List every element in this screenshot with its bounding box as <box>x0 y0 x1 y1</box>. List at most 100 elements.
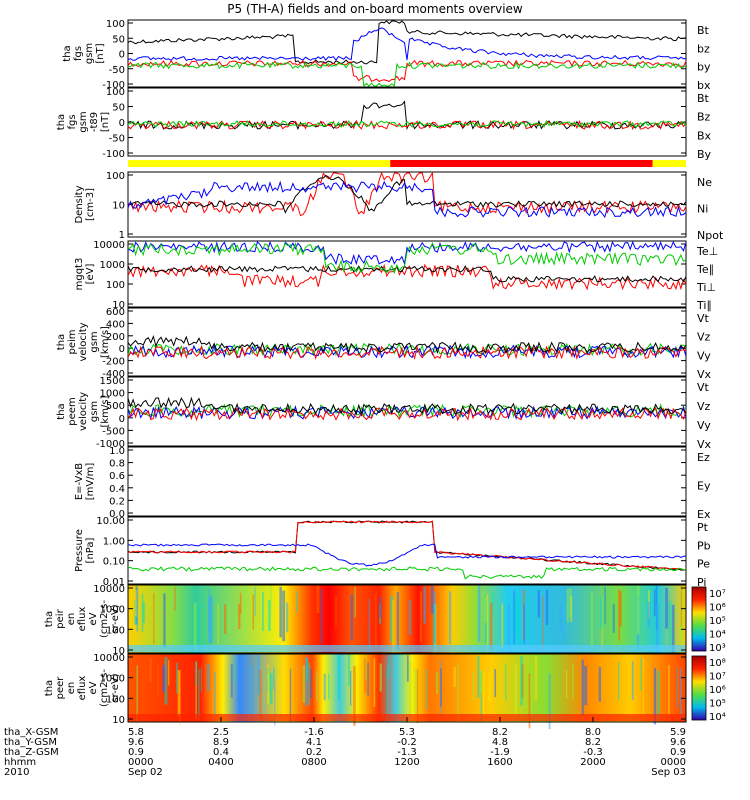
colorbar-label: 10⁸ <box>709 658 726 669</box>
legend-Pi: Pi <box>697 576 706 589</box>
y-axis-label: [km/s] <box>100 395 111 427</box>
y-axis-label: gsm <box>89 331 100 352</box>
legend-Ni: Ni <box>697 203 708 216</box>
panel-peir <box>127 584 707 662</box>
colorbar-label: 10⁷ <box>709 672 726 683</box>
legend-Ne: Ne <box>697 176 712 189</box>
y-axis-label: gsm <box>89 401 100 422</box>
chart-title: P5 (TH-A) fields and on-board moments ov… <box>227 2 523 16</box>
series-Npot <box>127 180 687 219</box>
legend-Pe: Pe <box>697 558 710 571</box>
legend-Bt: Bt <box>697 24 710 37</box>
x-tick-label: 5.9 <box>670 727 686 738</box>
y-tick-label: 600 <box>106 307 125 318</box>
y-tick-label: 0.01 <box>103 577 125 588</box>
legend-Pt: Pt <box>697 521 709 534</box>
y-axis-label: [mV/m] <box>85 463 96 501</box>
x-tick-label: 2.5 <box>213 727 229 738</box>
x-tick-label: 2000 <box>580 757 605 768</box>
x-row-label: tha_Z-GSM <box>4 747 59 758</box>
x-row-label: tha_X-GSM <box>4 727 58 738</box>
y-axis-label: eflux <box>77 676 88 701</box>
legend-Vx: Vx <box>697 368 712 381</box>
x-tick-label: 0800 <box>301 757 326 768</box>
y-tick-label: 0.10 <box>103 557 125 568</box>
x-tick-label: -0.2 <box>397 737 417 748</box>
legend-Vt: Vt <box>697 312 710 325</box>
y-axis-label: peem <box>67 397 78 425</box>
spectrogram-peir <box>128 585 686 653</box>
colorbar-label: 10⁴ <box>709 630 726 641</box>
x-row-label: 2010 <box>4 767 29 778</box>
x-tick-label: Sep 03 <box>651 767 686 778</box>
panel-frame <box>127 516 687 585</box>
y-axis-label: tha <box>62 45 73 61</box>
y-tick-label: -200 <box>102 357 125 368</box>
panel-exb <box>127 446 687 517</box>
series-Bt <box>127 20 687 65</box>
y-tick-label: 10 <box>112 201 125 212</box>
colorbar-label: 10⁷ <box>709 589 726 600</box>
y-tick-label: -1000 <box>96 439 125 450</box>
y-tick-label: 0.0 <box>109 509 125 520</box>
y-tick-label: 0.2 <box>109 496 125 507</box>
x-tick-label: 0.4 <box>213 747 229 758</box>
legend-Ti∥: Ti∥ <box>696 299 712 312</box>
y-axis-label: eV <box>88 681 99 694</box>
y-axis-label: [nT] <box>100 112 111 132</box>
series-Tipar <box>127 241 687 275</box>
y-tick-label: 1000 <box>100 260 125 271</box>
x-tick-label: Sep 02 <box>128 767 163 778</box>
x-tick-label: 0.9 <box>670 747 686 758</box>
y-axis-label: tha <box>44 611 55 627</box>
y-axis-label: fgs <box>67 114 78 129</box>
colorbar-label: 10⁶ <box>709 685 726 696</box>
colorbar-label: 10⁵ <box>709 699 726 710</box>
x-tick-label: 0.2 <box>306 747 322 758</box>
panel-frame <box>127 307 687 377</box>
y-tick-label: -50 <box>109 65 125 76</box>
y-tick-label: 10000 <box>93 240 125 251</box>
series-Vz <box>127 345 687 361</box>
series-Vx <box>127 344 687 360</box>
legend-Vx: Vx <box>697 438 712 451</box>
y-axis-label: fgs <box>73 46 84 61</box>
y-tick-label: 0 <box>119 344 125 355</box>
y-tick-label: 10 <box>112 715 125 726</box>
legend-Te⊥: Te⊥ <box>696 245 718 258</box>
y-axis-label: en <box>66 682 77 695</box>
x-tick-label: 4.8 <box>492 737 508 748</box>
legend-Ex: Ex <box>697 508 711 521</box>
y-tick-label: -100 <box>102 149 125 160</box>
y-tick-label: 100 <box>106 171 125 182</box>
series-by <box>127 61 687 88</box>
series-bz <box>127 59 687 83</box>
y-axis-label: en <box>66 613 77 626</box>
y-tick-label: 1000 <box>100 605 125 616</box>
y-tick-label: 100 <box>106 87 125 98</box>
y-tick-label: 1.0 <box>109 446 125 457</box>
y-axis-label: peim <box>67 329 78 354</box>
y-tick-label: 0.4 <box>109 484 125 495</box>
series-Bx <box>127 119 687 129</box>
y-tick-label: 0 <box>119 414 125 425</box>
y-tick-label: 100 <box>106 694 125 705</box>
legend-Vt: Vt <box>697 381 710 394</box>
colorbar-label: 10⁴ <box>709 712 726 723</box>
y-axis-label: Pressure <box>74 529 85 572</box>
y-tick-label: 10000 <box>93 653 125 664</box>
y-axis-label: peer <box>55 676 66 700</box>
x-tick-label: 8.0 <box>585 727 601 738</box>
series-Vt <box>127 334 687 355</box>
y-axis-label: eV <box>88 612 99 625</box>
panel-frame <box>127 584 687 654</box>
y-axis-label: [eV] <box>85 264 96 285</box>
y-axis-label: tha <box>56 334 67 350</box>
x-tick-label: -1.3 <box>397 747 417 758</box>
legend-Vz: Vz <box>697 400 711 413</box>
x-tick-label: -1.6 <box>304 727 324 738</box>
legend-Ti⊥: Ti⊥ <box>696 281 716 294</box>
y-axis-label: gsm <box>78 111 89 132</box>
series-Pe <box>127 566 687 580</box>
x-tick-label: 5.8 <box>128 727 144 738</box>
